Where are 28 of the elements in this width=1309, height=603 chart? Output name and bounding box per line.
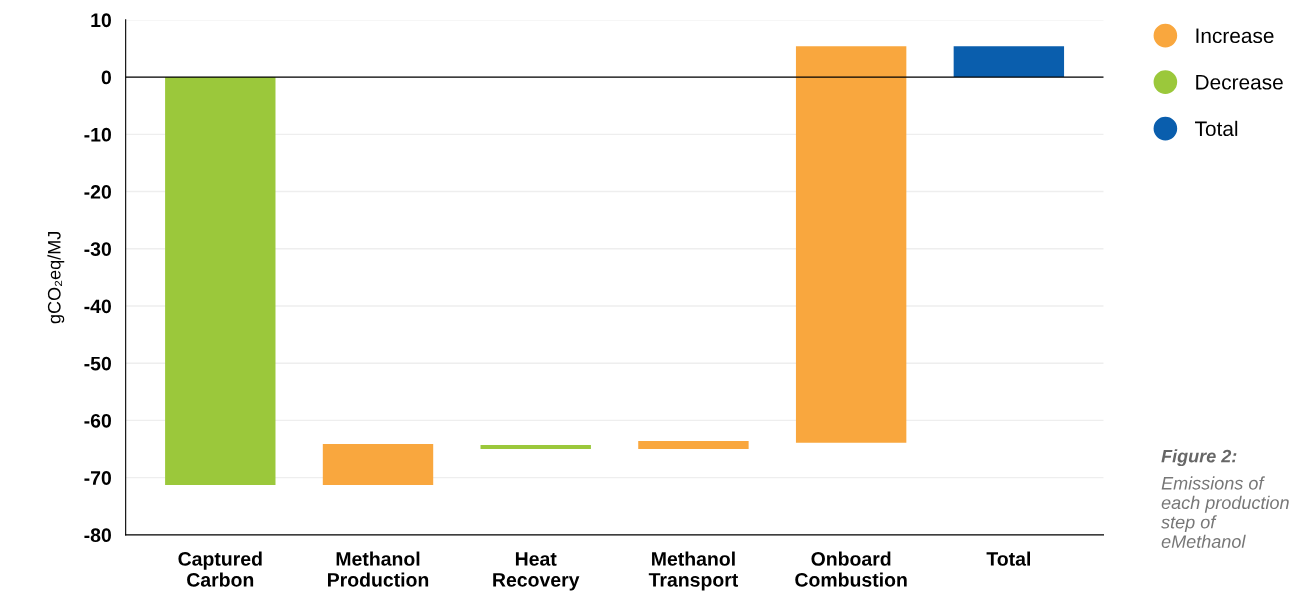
y-tick-label: -30	[84, 242, 111, 257]
x-tick-label: Methanol Transport	[648, 551, 739, 591]
y-tick-label: 10	[91, 13, 111, 28]
x-tick-label: Methanol Production	[328, 551, 429, 587]
bar	[795, 46, 907, 443]
x-tick-label: Total	[986, 551, 1030, 566]
y-tick-label: 0	[101, 70, 111, 85]
y-tick-label: -40	[84, 299, 111, 314]
bar	[953, 46, 1065, 78]
bar	[165, 77, 276, 486]
caption: Figure 2:	[1161, 449, 1237, 467]
legend-label: Decrease	[1196, 75, 1283, 90]
y-tick-label: -60	[84, 413, 111, 428]
y-tick-label: -80	[84, 528, 111, 543]
y-axis-title: gCO₂eq/MJ	[47, 232, 65, 324]
x-tick-label: Captured Carbon	[178, 551, 262, 587]
text: Emissions of each production step of eMethanol	[1161, 476, 1289, 548]
bar	[322, 443, 434, 486]
x-tick-label: Heat Recovery	[493, 552, 580, 591]
legend-label: Increase	[1196, 28, 1274, 44]
legend-label: Total	[1195, 120, 1238, 137]
bar	[638, 441, 749, 450]
bar	[480, 445, 591, 450]
y-tick-label: -50	[84, 356, 111, 371]
y-tick-label: -70	[84, 471, 111, 485]
y-tick-label: -20	[84, 185, 111, 199]
x-tick-label: Onboard Combustion	[795, 551, 907, 587]
y-tick-label: -10	[84, 127, 111, 142]
